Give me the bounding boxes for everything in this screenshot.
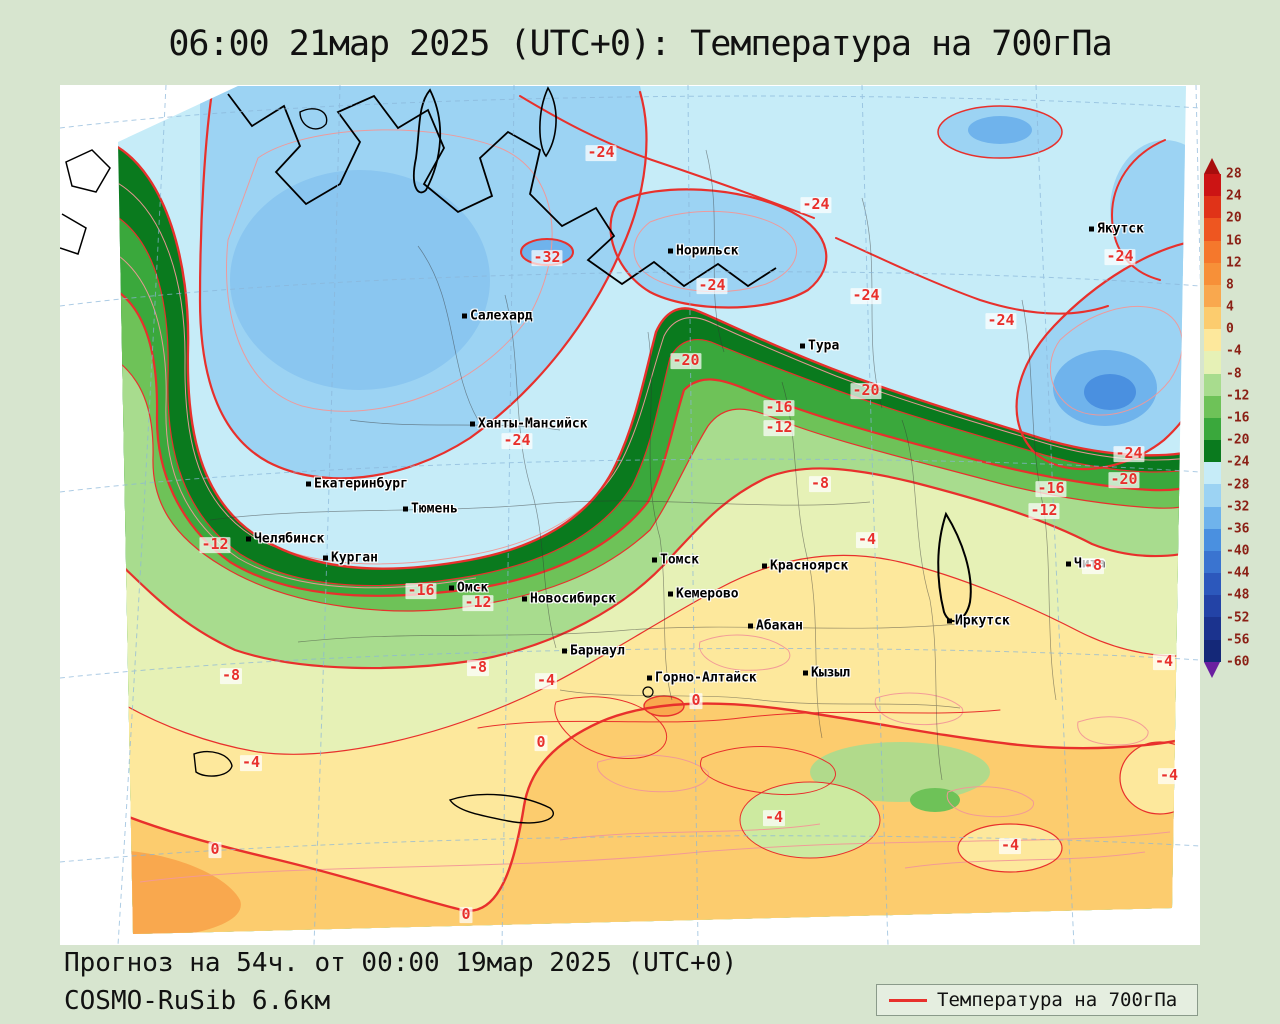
colorbar-band	[1204, 196, 1221, 219]
colorbar-band	[1204, 550, 1221, 574]
colorbar-tick-label: 12	[1226, 255, 1242, 271]
forecast-info: Прогноз на 54ч. от 00:00 19мар 2025 (UTC…	[64, 948, 738, 978]
colorbar-tick-label: -56	[1226, 632, 1250, 648]
colorbar-tick-label: 20	[1226, 210, 1242, 226]
colorbar-tick-label: -44	[1226, 565, 1250, 581]
colorbar-band	[1204, 329, 1221, 352]
colorbar-band	[1204, 307, 1221, 330]
colorbar-bands	[1204, 174, 1221, 662]
colorbar-band	[1204, 528, 1221, 551]
colorbar-band	[1204, 484, 1221, 507]
colorbar-tick-label: -12	[1226, 388, 1250, 404]
legend-line-sample	[889, 998, 927, 1002]
colorbar-tick-label: -40	[1226, 543, 1250, 559]
colorbar-tick-label: -52	[1226, 610, 1250, 626]
colorbar-band	[1204, 174, 1221, 197]
colorbar-band	[1204, 573, 1221, 596]
colorbar-tick-label: 16	[1226, 233, 1242, 249]
legend-label: Температура на 700гПа	[937, 989, 1178, 1011]
colorbar-tick-label: -48	[1226, 587, 1250, 603]
colorbar-tick-label: 8	[1226, 277, 1234, 293]
colorbar-band	[1204, 351, 1221, 374]
colorbar-tick-label: 28	[1226, 166, 1242, 182]
colorbar-band	[1204, 240, 1221, 263]
colorbar-band	[1204, 639, 1221, 662]
graticule	[60, 85, 1200, 945]
colorbar-tick-label: -24	[1226, 454, 1250, 470]
colorbar-band	[1204, 617, 1221, 640]
colorbar: 28 24 20 16 12 8 4 0 -4 -8 -12 -16 -20 -24 -28 -32 -36 -4…	[1204, 158, 1249, 678]
colorbar-tick-label: -20	[1226, 432, 1250, 448]
colorbar-arrow-top	[1204, 158, 1220, 174]
colorbar-band	[1204, 462, 1221, 485]
colorbar-band	[1204, 595, 1221, 618]
colorbar-tick-label: 24	[1226, 188, 1242, 204]
colorbar-tick-label: -28	[1226, 477, 1250, 493]
colorbar-band	[1204, 218, 1221, 241]
page-title: 06:00 21мар 2025 (UTC+0): Температура на…	[168, 24, 1112, 64]
colorbar-band	[1204, 373, 1221, 396]
colorbar-band	[1204, 506, 1221, 529]
colorbar-band	[1204, 284, 1221, 308]
colorbar-arrow-bottom	[1204, 661, 1220, 678]
legend: Температура на 700гПа	[876, 984, 1198, 1016]
colorbar-band	[1204, 440, 1221, 463]
model-info: COSMO-RuSib 6.6км	[64, 986, 331, 1016]
colorbar-tick-label: 4	[1226, 299, 1234, 315]
colorbar-band	[1204, 395, 1221, 418]
colorbar-tick-label: -36	[1226, 521, 1250, 537]
colorbar-tick-label: -8	[1226, 366, 1242, 382]
colorbar-tick-label: -60	[1226, 654, 1250, 670]
coastlines	[60, 86, 972, 824]
colorbar-tick-label: -16	[1226, 410, 1250, 426]
colorbar-tick-label: -32	[1226, 499, 1250, 515]
colorbar-band	[1204, 417, 1221, 441]
colorbar-band	[1204, 262, 1221, 285]
temperature-field	[118, 86, 1186, 934]
colorbar-tick-label: 0	[1226, 321, 1234, 337]
colorbar-tick-label: -4	[1226, 343, 1242, 359]
